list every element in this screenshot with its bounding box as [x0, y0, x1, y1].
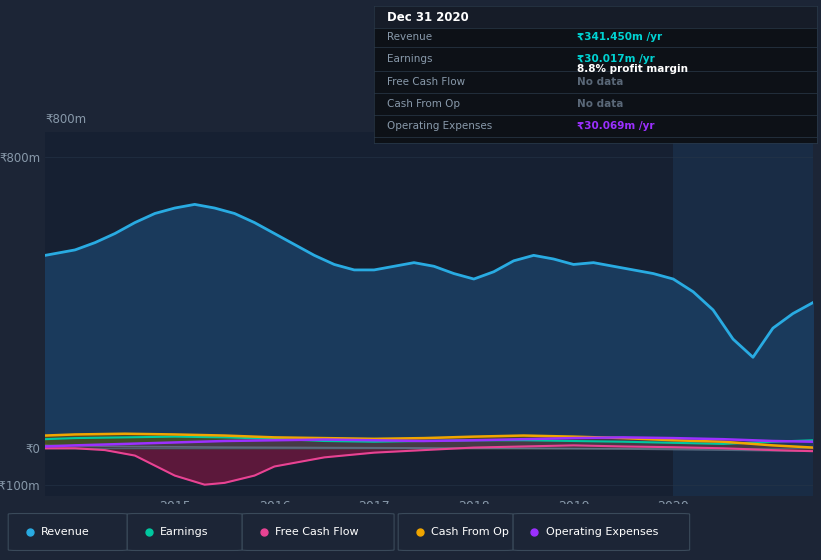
- Text: Dec 31 2020: Dec 31 2020: [387, 11, 469, 25]
- FancyBboxPatch shape: [8, 514, 127, 550]
- FancyBboxPatch shape: [127, 514, 242, 550]
- Text: Free Cash Flow: Free Cash Flow: [387, 77, 465, 87]
- Text: Earnings: Earnings: [387, 54, 433, 64]
- Text: 8.8% profit margin: 8.8% profit margin: [577, 64, 689, 74]
- Text: ₹30.017m /yr: ₹30.017m /yr: [577, 54, 655, 64]
- Text: Revenue: Revenue: [387, 32, 432, 42]
- Text: No data: No data: [577, 77, 624, 87]
- FancyBboxPatch shape: [242, 514, 394, 550]
- Text: ₹800m: ₹800m: [45, 113, 86, 126]
- FancyBboxPatch shape: [513, 514, 690, 550]
- Text: Operating Expenses: Operating Expenses: [546, 527, 658, 537]
- FancyBboxPatch shape: [374, 6, 817, 27]
- Text: Cash From Op: Cash From Op: [387, 99, 460, 109]
- Text: Earnings: Earnings: [160, 527, 209, 537]
- Bar: [673, 132, 813, 496]
- Text: ₹30.069m /yr: ₹30.069m /yr: [577, 122, 655, 132]
- Text: No data: No data: [577, 99, 624, 109]
- Text: Revenue: Revenue: [41, 527, 89, 537]
- Text: Operating Expenses: Operating Expenses: [387, 122, 492, 132]
- Text: Free Cash Flow: Free Cash Flow: [275, 527, 359, 537]
- FancyBboxPatch shape: [398, 514, 513, 550]
- Text: Cash From Op: Cash From Op: [431, 527, 509, 537]
- Text: ₹341.450m /yr: ₹341.450m /yr: [577, 32, 663, 42]
